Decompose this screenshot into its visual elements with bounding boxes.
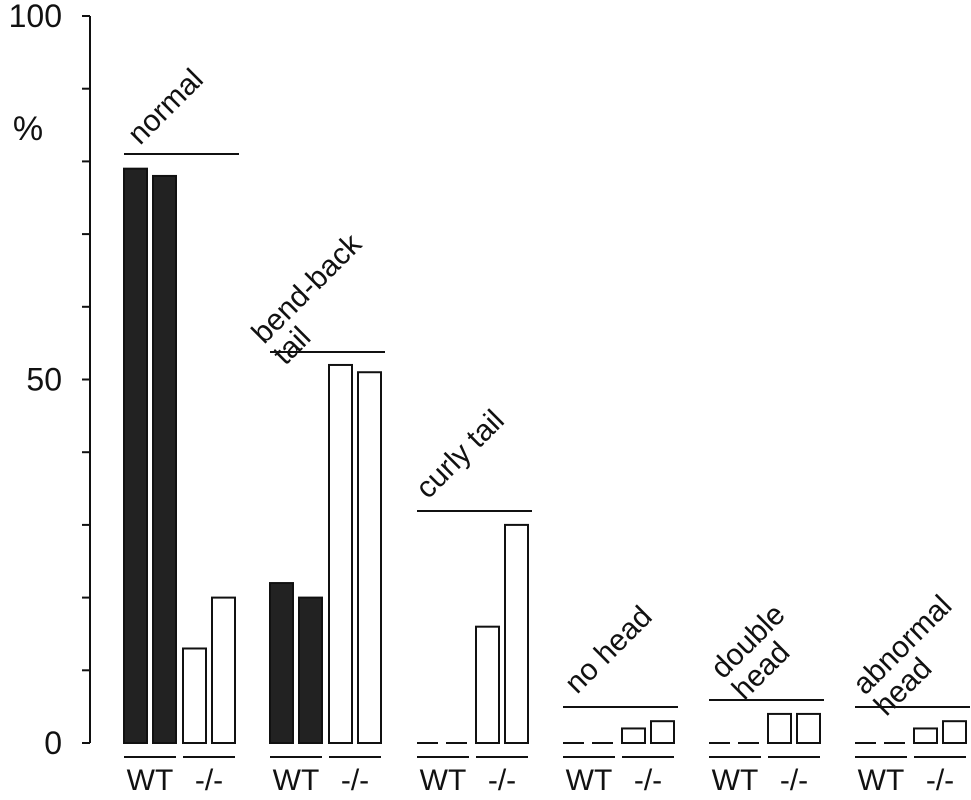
bar-wt <box>269 582 294 744</box>
category-label: no head <box>559 600 659 700</box>
y-axis-label: % <box>13 110 43 148</box>
bar-mutant <box>650 720 675 745</box>
genotype-label-mutant: -/- <box>926 764 954 797</box>
category-label-line: bend-back <box>246 227 369 350</box>
bar-mutant <box>942 720 967 745</box>
genotype-label-wt: WT <box>566 764 613 797</box>
category-label: normal <box>122 63 210 151</box>
bar-mutant <box>621 727 646 745</box>
category-label-line: normal <box>122 63 210 151</box>
bar-mutant <box>504 523 529 745</box>
genotype-label-mutant: -/- <box>341 764 369 797</box>
y-tick-label: 0 <box>44 725 62 761</box>
genotype-label-mutant: -/- <box>488 764 516 797</box>
bar-wt <box>123 167 148 745</box>
bar-mutant <box>913 727 938 745</box>
bar-wt <box>298 596 323 744</box>
genotype-label-wt: WT <box>420 764 467 797</box>
genotype-label-wt: WT <box>127 764 174 797</box>
y-tick-label: 100 <box>9 0 62 34</box>
category-label-line: curly tail <box>410 404 511 505</box>
bar-mutant <box>475 625 500 744</box>
bar-wt <box>152 174 177 744</box>
category-label: bend-backtail <box>246 227 390 371</box>
category-label: doublehead <box>705 598 813 706</box>
genotype-label-wt: WT <box>712 764 759 797</box>
bar-mutant <box>796 712 821 744</box>
bar-mutant <box>182 647 207 744</box>
category-label-line: no head <box>559 600 659 700</box>
category-label: curly tail <box>410 404 511 505</box>
bar-mutant <box>328 363 353 744</box>
genotype-label-wt: WT <box>273 764 320 797</box>
bar-mutant <box>767 712 792 744</box>
bar-mutant <box>211 596 236 744</box>
category-label: abnormalhead <box>847 589 971 722</box>
y-tick-label: 50 <box>26 362 62 398</box>
genotype-label-mutant: -/- <box>195 764 223 797</box>
genotype-label-wt: WT <box>858 764 905 797</box>
genotype-label-mutant: -/- <box>780 764 808 797</box>
bar-mutant <box>357 371 382 744</box>
genotype-label-mutant: -/- <box>634 764 662 797</box>
